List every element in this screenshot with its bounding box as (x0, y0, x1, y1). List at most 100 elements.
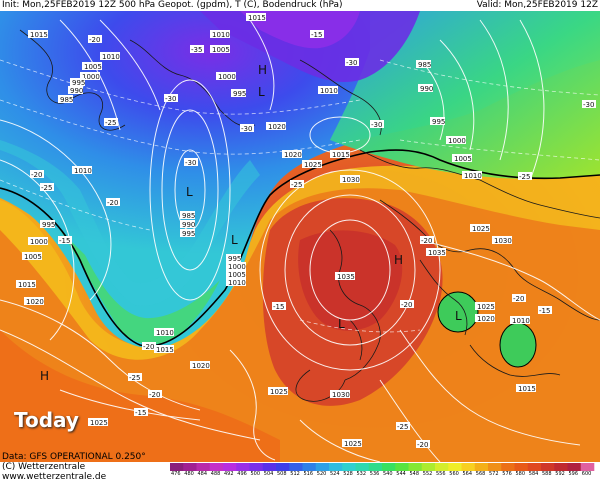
scale-tick-label: 492 (224, 471, 234, 477)
svg-text:995: 995 (42, 221, 55, 229)
cold-core-inner (240, 11, 360, 49)
svg-text:1010: 1010 (74, 167, 92, 175)
scale-swatch (183, 463, 197, 471)
svg-text:1035: 1035 (428, 249, 446, 257)
svg-text:1010: 1010 (212, 31, 230, 39)
svg-text:1035: 1035 (337, 273, 355, 281)
svg-text:1025: 1025 (477, 303, 495, 311)
scale-swatch (368, 463, 383, 471)
scale-tick-label: 496 (237, 471, 247, 477)
scale-swatch (567, 463, 582, 471)
center-h-3: H (40, 369, 49, 383)
center-h-1: H (258, 63, 267, 77)
scale-tick-label: 572 (489, 471, 499, 477)
svg-text:1010: 1010 (102, 53, 120, 61)
scale-tick-label: 512 (290, 471, 300, 477)
svg-text:990: 990 (182, 221, 195, 229)
center-l-3: L (231, 233, 238, 247)
svg-text:1020: 1020 (26, 298, 44, 306)
warm-core-inner (298, 230, 403, 331)
svg-text:995: 995 (182, 230, 195, 238)
scale-tick-label: 580 (515, 471, 526, 477)
temperature-labels: -20 -35 -30 -15 -30 -25 -30 -30 -20 -25 … (30, 30, 596, 449)
scale-tick-label: 500 (250, 471, 261, 477)
svg-text:1025: 1025 (304, 161, 322, 169)
scale-tick-label: 536 (369, 471, 380, 477)
center-l-2: L (186, 185, 193, 199)
center-l-4: L (338, 317, 345, 331)
svg-text:1015: 1015 (518, 385, 536, 393)
center-l-1: L (258, 85, 265, 99)
svg-text:1010: 1010 (512, 317, 530, 325)
scale-tick-label: 508 (277, 471, 287, 477)
scale-tick-label: 532 (356, 471, 367, 477)
svg-text:-35: -35 (191, 46, 202, 54)
scale-swatch (342, 463, 356, 471)
svg-text:-25: -25 (397, 423, 408, 431)
color-scale-bar (170, 463, 595, 471)
scale-swatch (262, 463, 277, 471)
scale-tick-label: 564 (462, 471, 473, 477)
svg-text:1010: 1010 (464, 172, 482, 180)
svg-text:995: 995 (228, 255, 241, 263)
svg-text:-25: -25 (41, 184, 52, 192)
svg-text:1025: 1025 (472, 225, 490, 233)
scale-tick-label: 548 (409, 471, 420, 477)
scale-tick-label: 504 (263, 471, 274, 477)
scale-swatch (461, 463, 476, 471)
svg-text:1005: 1005 (84, 63, 102, 71)
svg-text:1030: 1030 (494, 237, 512, 245)
scale-swatch (395, 463, 409, 471)
svg-text:1005: 1005 (454, 155, 472, 163)
svg-text:-20: -20 (107, 199, 118, 207)
svg-text:1020: 1020 (192, 362, 210, 370)
scale-swatch (474, 463, 489, 471)
svg-text:-20: -20 (421, 237, 432, 245)
svg-text:-15: -15 (311, 31, 322, 39)
scale-swatch (448, 463, 462, 471)
svg-text:1005: 1005 (212, 46, 230, 54)
scale-tick-label: 556 (436, 471, 446, 477)
footer-copyright: (C) Wetterzentrale (2, 462, 86, 472)
svg-text:995: 995 (432, 118, 445, 126)
svg-text:-25: -25 (129, 374, 140, 382)
scale-tick-label: 592 (555, 471, 565, 477)
svg-text:1020: 1020 (284, 151, 302, 159)
isobar-labels: 1015 1015 1010 1005 1010 1005 1000 995 9… (16, 13, 536, 448)
svg-text:-20: -20 (401, 301, 412, 309)
svg-text:-15: -15 (273, 303, 284, 311)
scale-swatch (355, 463, 370, 471)
svg-text:1010: 1010 (156, 329, 174, 337)
scale-tick-label: 480 (184, 471, 194, 477)
svg-text:985: 985 (60, 96, 73, 104)
svg-text:1020: 1020 (268, 123, 286, 131)
mid-belt (0, 140, 260, 306)
svg-text:-15: -15 (135, 409, 146, 417)
scale-tick-label: 544 (396, 471, 406, 477)
scale-tick-label: 568 (475, 471, 486, 477)
temperature-isotherms (0, 59, 600, 333)
svg-text:-30: -30 (165, 95, 176, 103)
cutoff-low-2 (499, 322, 537, 368)
scale-swatch (302, 463, 317, 471)
coastlines (19, 29, 600, 402)
center-h-2: H (394, 253, 403, 267)
svg-text:1015: 1015 (156, 346, 174, 354)
svg-text:1030: 1030 (332, 391, 350, 399)
scale-tick-label: 540 (383, 471, 393, 477)
svg-text:995: 995 (72, 79, 85, 87)
scale-swatch (289, 463, 303, 471)
svg-text:-15: -15 (539, 307, 550, 315)
scale-swatch (236, 463, 250, 471)
svg-text:1000: 1000 (228, 263, 246, 271)
header-init: Init: Mon,25FEB2019 12Z 500 hPa Geopot. … (2, 0, 343, 10)
scale-tick-label: 476 (171, 471, 181, 477)
scale-swatch (554, 463, 568, 471)
scale-swatch (527, 463, 542, 471)
scale-swatch (501, 463, 515, 471)
scale-tick-label: 524 (330, 471, 340, 477)
scale-swatch (249, 463, 264, 471)
scale-tick-label: 600 (581, 471, 592, 477)
svg-text:985: 985 (182, 212, 195, 220)
